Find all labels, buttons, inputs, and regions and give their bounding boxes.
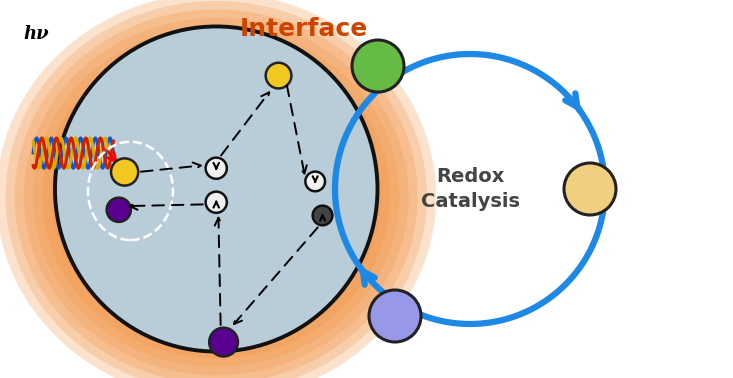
Ellipse shape bbox=[24, 18, 409, 375]
Ellipse shape bbox=[33, 26, 399, 367]
Ellipse shape bbox=[206, 192, 226, 213]
Ellipse shape bbox=[55, 26, 377, 352]
Text: Interface: Interface bbox=[240, 17, 368, 41]
Ellipse shape bbox=[306, 172, 325, 191]
Text: hν: hν bbox=[23, 25, 49, 43]
Ellipse shape bbox=[51, 43, 381, 350]
Ellipse shape bbox=[369, 290, 421, 342]
Ellipse shape bbox=[209, 328, 238, 356]
Ellipse shape bbox=[106, 198, 131, 222]
Ellipse shape bbox=[6, 1, 427, 378]
Ellipse shape bbox=[206, 158, 226, 179]
Text: Redox
Catalysis: Redox Catalysis bbox=[421, 167, 520, 211]
Ellipse shape bbox=[15, 9, 418, 378]
Ellipse shape bbox=[352, 40, 404, 92]
Ellipse shape bbox=[313, 206, 332, 225]
Ellipse shape bbox=[70, 60, 363, 333]
Ellipse shape bbox=[79, 69, 354, 324]
Ellipse shape bbox=[60, 52, 372, 341]
Ellipse shape bbox=[111, 158, 139, 186]
Ellipse shape bbox=[265, 63, 292, 88]
Ellipse shape bbox=[43, 35, 390, 358]
Ellipse shape bbox=[564, 163, 616, 215]
Ellipse shape bbox=[0, 0, 436, 378]
